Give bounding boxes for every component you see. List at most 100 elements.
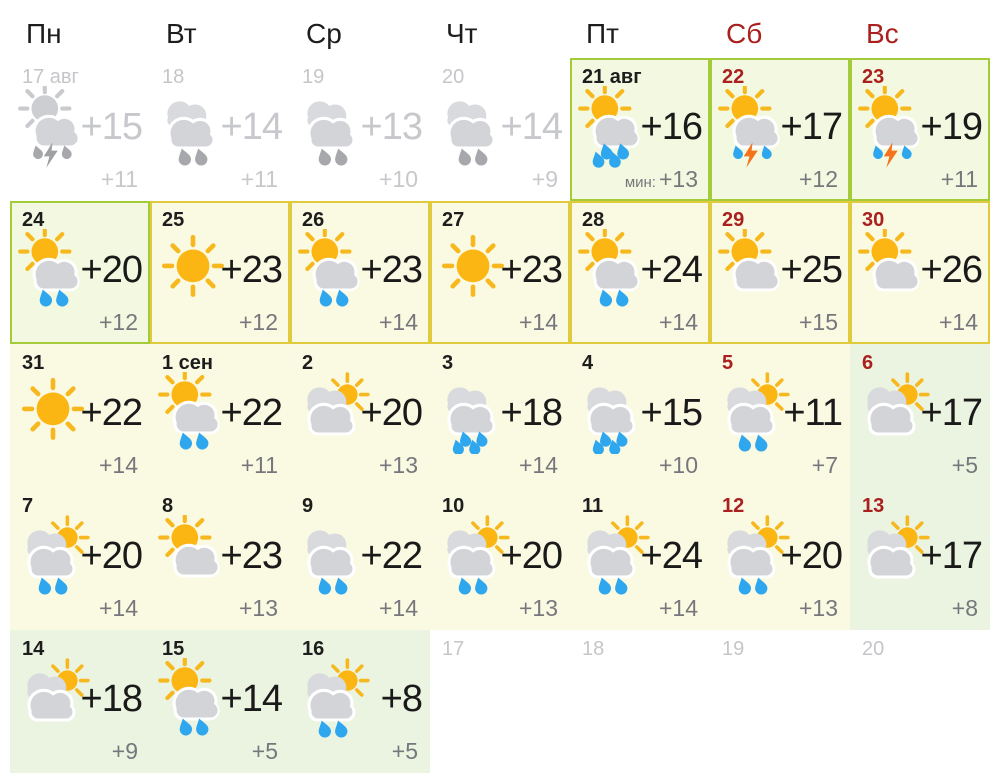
day-cell-6[interactable]: 6 +17 +5 [850,344,990,487]
min-temp-value: +10 [378,166,418,192]
day-max-temp: +20 [780,535,843,577]
day-cell-31[interactable]: 31 +22 +14 [10,344,150,487]
day-min-temp [555,738,558,765]
day-date: 22 [722,66,745,88]
day-min-temp: +13 [516,595,558,622]
min-temp-value: +14 [378,595,418,621]
day-cell-12[interactable]: 12 +20 +13 [710,487,850,630]
day-min-temp: +14 [96,452,138,479]
day-date: 12 [722,495,745,517]
day-max-temp: +23 [220,249,283,291]
min-temp-value: +13 [798,595,838,621]
day-cell-24[interactable]: 24 +20 +12 [10,201,150,344]
min-temp-value: +7 [811,452,838,478]
day-date: 10 [442,495,465,517]
min-temp-value: +13 [658,166,698,192]
day-max-temp: +25 [780,249,843,291]
day-max-temp: +18 [80,678,143,720]
day-cell-23[interactable]: 23 +19 +11 [850,58,990,201]
day-cell-28[interactable]: 28 +24 +14 [570,201,710,344]
day-max-temp: +24 [640,535,703,577]
day-cell-8[interactable]: 8 +23 +13 [150,487,290,630]
min-temp-value: +14 [518,452,558,478]
day-max-temp: +20 [80,249,143,291]
day-min-temp: +14 [376,595,418,622]
min-temp-label: мин: [624,174,656,191]
day-cell-13[interactable]: 13 +17 +8 [850,487,990,630]
day-cell-7[interactable]: 7 +20 +14 [10,487,150,630]
day-cell-25[interactable]: 25 +23 +12 [150,201,290,344]
min-temp-value: +14 [98,452,138,478]
day-max-temp: +23 [220,535,283,577]
min-temp-label [555,746,558,763]
day-min-temp: +12 [236,309,278,336]
day-max-temp: +18 [500,392,563,434]
day-max-temp: +20 [360,392,423,434]
day-date: 4 [582,352,594,374]
day-max-temp: +14 [220,106,283,148]
min-temp-value: +14 [658,309,698,335]
day-cell-9[interactable]: 9 +22 +14 [290,487,430,630]
day-min-temp: +14 [936,309,978,336]
day-min-temp: +14 [516,309,558,336]
day-cell-21-авг[interactable]: 21 авг +16 мин: +13 [570,58,710,201]
day-date: 17 [442,638,465,660]
day-cell-26[interactable]: 26 +23 +14 [290,201,430,344]
min-temp-value: +12 [98,309,138,335]
day-date: 5 [722,352,734,374]
day-cell-14[interactable]: 14 +18 +9 [10,630,150,773]
min-temp-value: +8 [951,595,978,621]
day-date: 21 авг [582,66,642,88]
day-min-temp: +14 [656,595,698,622]
day-min-temp: +10 [376,166,418,193]
day-cell-18: 18 [570,630,710,773]
day-max-temp: +23 [360,249,423,291]
day-min-temp: +5 [249,738,278,765]
day-date: 28 [582,209,605,231]
day-max-temp: +15 [640,392,703,434]
day-cell-16[interactable]: 16 +8 +5 [290,630,430,773]
day-cell-2[interactable]: 2 +20 +13 [290,344,430,487]
min-temp-value: +5 [251,738,278,764]
day-min-temp: +7 [809,452,838,479]
min-temp-value: +14 [658,595,698,621]
day-min-temp [695,738,698,765]
day-date: 7 [22,495,34,517]
min-temp-value: +15 [798,309,838,335]
day-min-temp: +5 [389,738,418,765]
min-temp-value: +13 [238,595,278,621]
day-cell-29[interactable]: 29 +25 +15 [710,201,850,344]
day-cell-22[interactable]: 22 +17 +12 [710,58,850,201]
day-date: 15 [162,638,185,660]
day-cell-15[interactable]: 15 +14 +5 [150,630,290,773]
day-min-temp: +14 [96,595,138,622]
day-date: 23 [862,66,885,88]
day-cell-4[interactable]: 4 +15 +10 [570,344,710,487]
day-max-temp: +11 [783,392,843,434]
day-min-temp: +15 [796,309,838,336]
day-min-temp: +9 [529,166,558,193]
min-temp-value: +11 [240,166,278,192]
day-max-temp: +14 [220,678,283,720]
day-min-temp: +13 [236,595,278,622]
day-cell-1-сен[interactable]: 1 сен +22 +11 [150,344,290,487]
day-max-temp: +26 [920,249,983,291]
day-min-temp: +11 [238,166,278,193]
min-temp-value: +5 [951,452,978,478]
min-temp-value: +14 [518,309,558,335]
day-max-temp: +17 [920,535,983,577]
day-min-temp: +13 [376,452,418,479]
min-temp-value: +5 [391,738,418,764]
day-cell-10[interactable]: 10 +20 +13 [430,487,570,630]
weekday-label-Сб: Сб [726,18,763,49]
day-date: 9 [302,495,314,517]
day-cell-5[interactable]: 5 +11 +7 [710,344,850,487]
day-cell-30[interactable]: 30 +26 +14 [850,201,990,344]
day-cell-27[interactable]: 27 +23 +14 [430,201,570,344]
day-cell-3[interactable]: 3 +18 +14 [430,344,570,487]
day-date: 8 [162,495,174,517]
day-date: 11 [582,495,604,517]
day-cell-20: 20 [850,630,990,773]
day-cell-20: 20 +14 +9 [430,58,570,201]
day-cell-11[interactable]: 11 +24 +14 [570,487,710,630]
